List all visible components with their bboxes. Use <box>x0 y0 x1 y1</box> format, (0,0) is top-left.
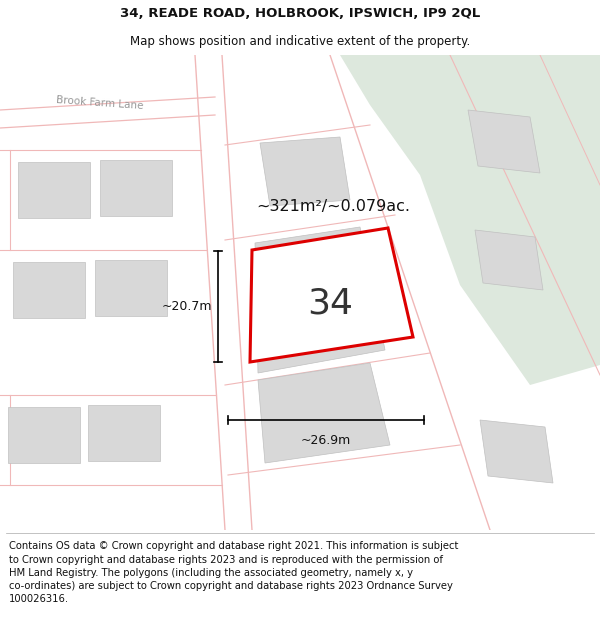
Text: Contains OS data © Crown copyright and database right 2021. This information is : Contains OS data © Crown copyright and d… <box>9 541 458 604</box>
Polygon shape <box>250 228 413 362</box>
Polygon shape <box>468 110 540 173</box>
Text: 34: 34 <box>307 286 353 320</box>
Text: ~26.9m: ~26.9m <box>301 434 351 447</box>
Polygon shape <box>88 405 160 461</box>
Text: Map shows position and indicative extent of the property.: Map shows position and indicative extent… <box>130 35 470 48</box>
Polygon shape <box>475 230 543 290</box>
Text: ~20.7m: ~20.7m <box>161 300 212 313</box>
Text: ~321m²/~0.079ac.: ~321m²/~0.079ac. <box>256 199 410 214</box>
Polygon shape <box>18 162 90 218</box>
Polygon shape <box>255 227 385 373</box>
Polygon shape <box>100 160 172 216</box>
Polygon shape <box>258 363 390 463</box>
Polygon shape <box>195 55 252 530</box>
Polygon shape <box>8 407 80 463</box>
Polygon shape <box>260 137 350 206</box>
Text: 34, READE ROAD, HOLBROOK, IPSWICH, IP9 2QL: 34, READE ROAD, HOLBROOK, IPSWICH, IP9 2… <box>120 8 480 20</box>
Polygon shape <box>0 55 600 530</box>
Polygon shape <box>480 420 553 483</box>
Polygon shape <box>95 260 167 316</box>
Text: Brook Farm Lane: Brook Farm Lane <box>56 95 144 111</box>
Polygon shape <box>0 97 215 128</box>
Polygon shape <box>340 55 600 385</box>
Polygon shape <box>13 262 85 318</box>
